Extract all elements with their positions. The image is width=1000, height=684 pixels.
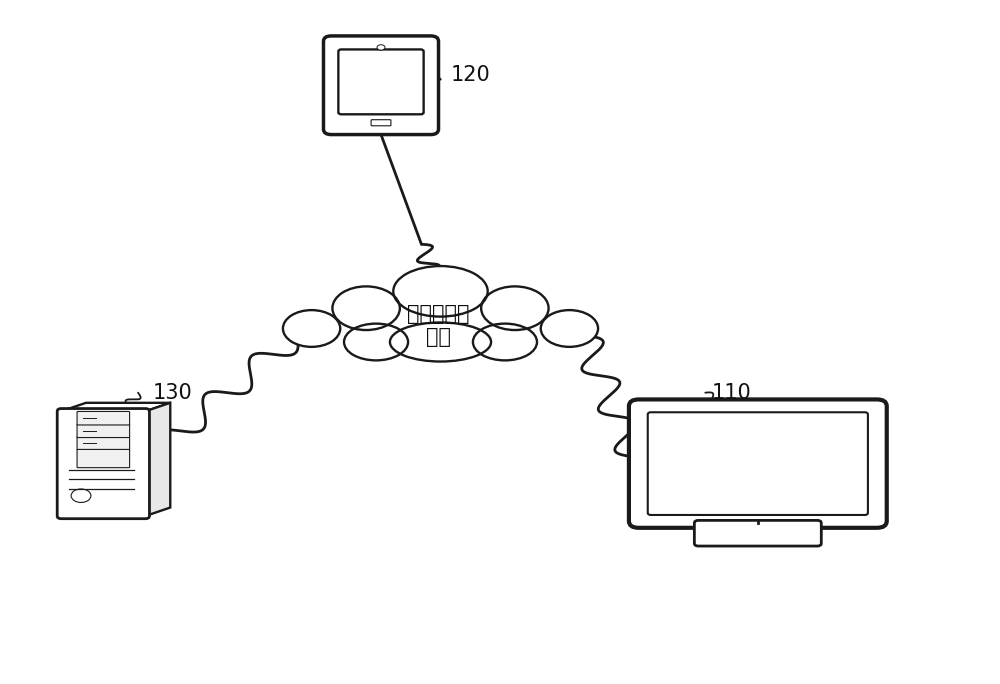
FancyBboxPatch shape — [77, 424, 130, 438]
Ellipse shape — [390, 322, 491, 362]
FancyBboxPatch shape — [77, 412, 130, 425]
FancyBboxPatch shape — [57, 408, 149, 518]
Polygon shape — [61, 403, 170, 411]
Ellipse shape — [393, 266, 488, 317]
Ellipse shape — [332, 287, 400, 330]
Ellipse shape — [344, 324, 408, 360]
FancyBboxPatch shape — [371, 120, 391, 126]
FancyBboxPatch shape — [694, 521, 821, 546]
Polygon shape — [145, 403, 170, 516]
Text: 120: 120 — [450, 65, 490, 85]
FancyBboxPatch shape — [648, 412, 868, 515]
Ellipse shape — [283, 310, 340, 347]
FancyBboxPatch shape — [323, 36, 439, 135]
Text: 有线或无线
网络: 有线或无线 网络 — [407, 304, 470, 347]
Ellipse shape — [481, 287, 549, 330]
Ellipse shape — [473, 324, 537, 360]
FancyBboxPatch shape — [629, 399, 887, 528]
Circle shape — [377, 44, 385, 50]
Ellipse shape — [541, 310, 598, 347]
FancyBboxPatch shape — [77, 449, 130, 468]
FancyBboxPatch shape — [338, 49, 424, 114]
Text: 110: 110 — [711, 382, 751, 403]
Text: 130: 130 — [153, 382, 193, 403]
Circle shape — [71, 489, 91, 503]
FancyBboxPatch shape — [77, 436, 130, 450]
